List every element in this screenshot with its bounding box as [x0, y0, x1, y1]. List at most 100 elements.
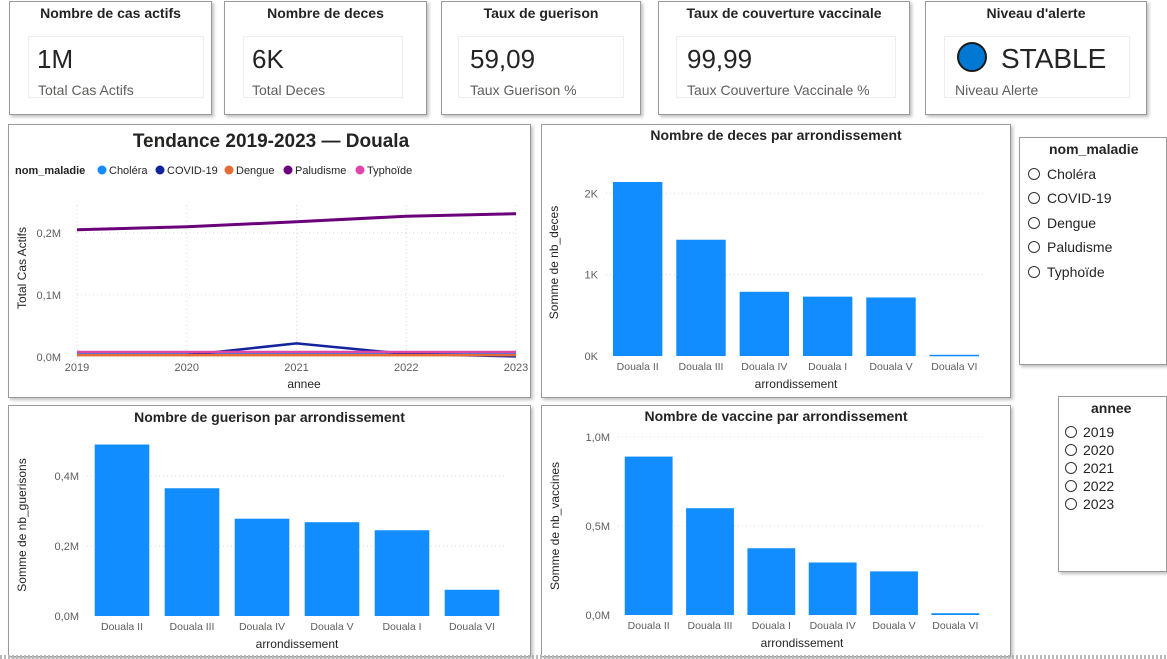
radio-button[interactable] [1065, 462, 1077, 474]
slicer-option-dengue[interactable]: Dengue [1028, 215, 1096, 231]
bar [870, 571, 918, 615]
y-tick-label: 0K [585, 351, 599, 363]
x-tick-label: 2019 [65, 362, 89, 374]
slicer-option-2023[interactable]: 2023 [1065, 496, 1114, 512]
radio-button[interactable] [1028, 241, 1040, 253]
bar [866, 297, 916, 356]
slicer-option-2019[interactable]: 2019 [1065, 424, 1114, 440]
x-tick-label: Douala VI [932, 620, 978, 632]
kpi-label: Total Cas Actifs [38, 82, 134, 98]
bar-chart-vaccine: Nombre de vaccine par arrondissement 0,0M… [548, 408, 986, 650]
bar [676, 239, 726, 356]
bar-chart-deces-card[interactable]: Nombre de deces par arrondissement 0K 1K 2K… [541, 124, 1011, 398]
bar-chart-guerison-card[interactable]: Nombre de guerison par arrondissement 0,0… [8, 405, 531, 657]
kpi-card-cas-actifs[interactable]: Nombre de cas actifs 1M Total Cas Actifs [9, 1, 212, 115]
radio-button[interactable] [1065, 444, 1077, 456]
line-chart-card[interactable]: Tendance 2019-2023 — Douala nom_maladie … [8, 124, 531, 398]
x-tick-label: Douala II [101, 621, 143, 633]
x-tick-label: Douala II [617, 361, 659, 373]
legend-entry: Choléra [109, 165, 148, 177]
x-axis-label: arrondissement [256, 637, 339, 651]
x-tick-label: Douala III [679, 361, 724, 373]
series-line [76, 212, 517, 232]
slicer-annee[interactable]: annee 2019 2020 2021 2022 2023 [1058, 396, 1167, 572]
kpi-inner-box [944, 36, 1130, 98]
bar-chart-deces: Nombre de deces par arrondissement 0K 1K 2K… [547, 127, 986, 391]
kpi-value: 59,09 [470, 44, 536, 74]
kpi-card-deces[interactable]: Nombre de deces 6K Total Deces [224, 1, 427, 115]
radio-button[interactable] [1028, 266, 1040, 278]
alert-value: STABLE [1001, 43, 1107, 74]
line-chart-legend: Choléra COVID-19 Dengue Paludisme Typhoïde [97, 165, 412, 177]
y-tick-label: 0,2M [37, 228, 61, 240]
bar [94, 444, 150, 616]
kpi-inner-box [676, 36, 896, 98]
slicer-option-label: Dengue [1047, 215, 1097, 231]
slicer-option-label: 2021 [1083, 460, 1115, 476]
y-axis-label: Somme de nb_deces [547, 206, 561, 319]
x-tick-label: Douala V [310, 621, 353, 633]
kpi-title: Nombre de cas actifs [40, 5, 181, 21]
alert-status-dot [957, 42, 987, 72]
bar [624, 456, 673, 615]
bar [739, 291, 790, 356]
y-axis-label: Total Cas Actifs [15, 227, 29, 309]
x-tick-label: Douala VI [931, 361, 977, 373]
bar [929, 354, 980, 357]
radio-button[interactable] [1028, 168, 1040, 180]
y-tick-label: 0,2M [55, 541, 79, 553]
legend-marker [283, 165, 293, 175]
kpi-value: 99,99 [687, 44, 753, 74]
kpi-value: 6K [252, 44, 284, 74]
kpi-card-taux-guerison[interactable]: Taux de guerison 59,09 Taux Guerison % [441, 1, 641, 115]
kpi-card-couverture-vaccinale[interactable]: Taux de couverture vaccinale 99,99 Taux … [658, 1, 910, 115]
bar [747, 548, 796, 615]
alert-label: Niveau Alerte [955, 82, 1039, 98]
slicer-option-2022[interactable]: 2022 [1065, 478, 1114, 494]
radio-button[interactable] [1065, 426, 1077, 438]
slicer-nom-maladie[interactable]: nom_maladie Choléra COVID-19 Dengue Palu… [1019, 137, 1167, 365]
page-bottom-edge [0, 655, 1167, 659]
bar-chart-vaccine-card[interactable]: Nombre de vaccine par arrondissement 0,0M… [541, 405, 1011, 657]
bar-chart-gridlines [606, 192, 986, 276]
legend-entry: Dengue [236, 165, 275, 177]
legend-marker [97, 165, 107, 175]
slicer-option-cholera[interactable]: Choléra [1028, 166, 1096, 182]
radio-button[interactable] [1065, 498, 1077, 510]
kpi-inner-box [458, 36, 624, 98]
slicer-option-2021[interactable]: 2021 [1065, 460, 1114, 476]
x-tick-label: Douala VI [449, 621, 495, 633]
slicer-option-paludisme[interactable]: Paludisme [1028, 239, 1112, 255]
radio-button[interactable] [1065, 480, 1077, 492]
legend-marker [355, 165, 365, 175]
slicer-option-covid[interactable]: COVID-19 [1028, 190, 1112, 206]
y-tick-label: 2K [585, 188, 599, 200]
slicer-option-typhoide[interactable]: Typhoïde [1028, 264, 1105, 280]
radio-button[interactable] [1028, 192, 1040, 204]
x-tick-label: 2022 [394, 362, 418, 374]
kpi-title: Nombre de deces [267, 5, 384, 21]
slicer-option-2020[interactable]: 2020 [1065, 442, 1114, 458]
y-tick-label: 0,0M [55, 611, 79, 623]
x-axis-label: annee [287, 377, 321, 391]
legend-marker [155, 165, 165, 175]
x-axis-label: arrondissement [755, 377, 838, 391]
slicer-option-label: Choléra [1047, 166, 1097, 182]
bar [164, 488, 220, 616]
y-tick-label: 0,4M [55, 471, 79, 483]
radio-button[interactable] [1028, 217, 1040, 229]
y-tick-label: 1K [585, 270, 599, 282]
line-chart: Tendance 2019-2023 — Douala nom_maladie … [15, 131, 528, 391]
bar-chart-gridlines [618, 436, 986, 527]
y-tick-label: 0,0M [37, 352, 61, 364]
kpi-title: Niveau d'alerte [986, 5, 1086, 21]
chart-title: Tendance 2019-2023 — Douala [133, 131, 410, 152]
kpi-title: Taux de couverture vaccinale [686, 5, 882, 21]
slicer-option-label: 2022 [1083, 478, 1115, 494]
x-tick-label: Douala IV [741, 361, 787, 373]
kpi-label: Total Deces [252, 82, 326, 98]
y-tick-label: 0,1M [37, 290, 61, 302]
slicer-option-label: COVID-19 [1047, 190, 1112, 206]
kpi-card-niveau-alerte[interactable]: Niveau d'alerte STABLE Niveau Alerte [925, 1, 1147, 115]
bar-chart-guerison: Nombre de guerison par arrondissement 0,0… [15, 409, 507, 651]
